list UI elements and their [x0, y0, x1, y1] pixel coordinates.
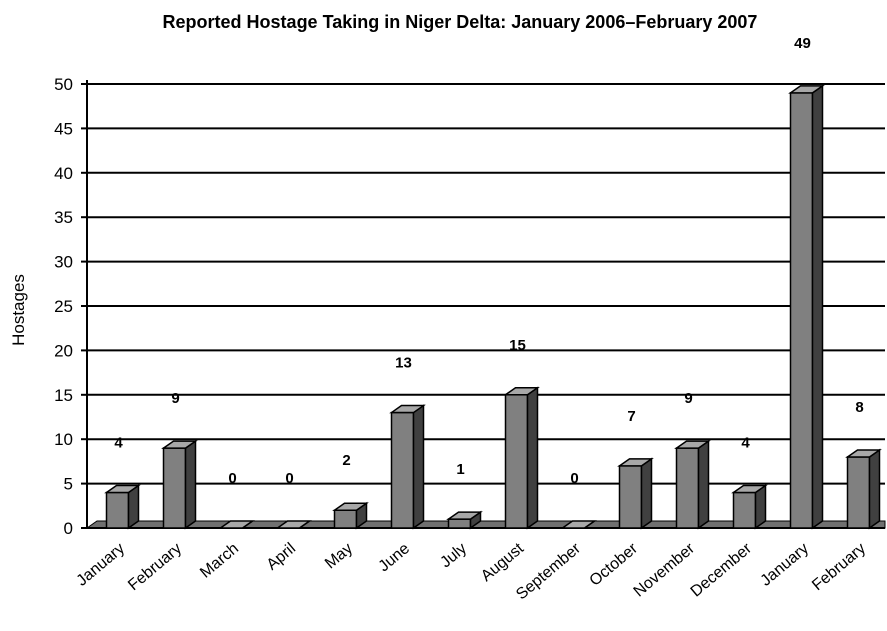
y-tick-label: 15 — [54, 386, 73, 405]
gridlines — [81, 80, 885, 529]
bar-front — [162, 447, 187, 529]
bar-top — [218, 520, 255, 529]
category-label: January — [758, 540, 813, 590]
bar-front — [732, 491, 757, 529]
category-label: August — [478, 540, 528, 585]
bar-4 — [275, 520, 312, 529]
data-label: 49 — [794, 35, 811, 52]
bar-top — [104, 484, 141, 494]
bar-side — [640, 457, 653, 530]
category-label: June — [376, 540, 414, 575]
category-label: November — [631, 540, 699, 601]
y-tick-label: 5 — [64, 475, 73, 494]
category-label: April — [264, 540, 299, 574]
bar-1 — [104, 484, 141, 530]
y-tick-label: 30 — [54, 253, 73, 272]
data-label: 4 — [114, 434, 123, 451]
y-tick-label: 35 — [54, 208, 73, 227]
data-label: 0 — [285, 470, 293, 487]
bar-9 — [560, 520, 597, 529]
bar-14 — [845, 448, 882, 530]
bar-13 — [788, 84, 825, 530]
bar-top — [845, 449, 882, 458]
y-tick-label: 20 — [54, 341, 73, 360]
bar-3 — [218, 520, 255, 529]
category-label: January — [74, 540, 129, 590]
category-label: December — [688, 540, 756, 601]
data-label: 13 — [395, 355, 412, 372]
data-label: 2 — [342, 452, 350, 469]
bar-front — [390, 411, 415, 529]
bar-5 — [332, 501, 369, 530]
bar-front — [675, 447, 700, 529]
category-label: February — [809, 540, 869, 594]
category-label: October — [587, 540, 642, 590]
bar-top — [617, 458, 654, 467]
category-label: July — [437, 540, 470, 571]
bar-top — [446, 511, 483, 520]
data-label: 1 — [456, 461, 464, 478]
data-label: 15 — [509, 337, 526, 354]
bar-top — [674, 440, 711, 449]
bar-front — [333, 509, 358, 529]
bar-side — [811, 84, 824, 530]
bar-top — [389, 404, 426, 414]
y-tick-label: 0 — [64, 519, 73, 538]
data-label: 8 — [855, 399, 863, 416]
category-label: May — [322, 540, 356, 572]
y-tick-label: 45 — [54, 119, 73, 138]
bar-8 — [503, 386, 540, 530]
data-label: 0 — [570, 470, 578, 487]
y-tick-label: 25 — [54, 297, 73, 316]
y-tick-label: 50 — [54, 75, 73, 94]
bar-front — [504, 394, 529, 529]
bar-top — [560, 520, 597, 529]
y-tick-labels: 0 5 10 15 20 25 30 35 40 45 50 — [54, 75, 73, 538]
bar-side — [697, 439, 710, 530]
chart-title: Reported Hostage Taking in Niger Delta: … — [163, 12, 758, 32]
bar-11 — [674, 439, 711, 530]
bar-side — [412, 404, 425, 530]
bar-top — [332, 502, 369, 511]
bar-front — [105, 491, 130, 529]
data-label: 4 — [741, 434, 750, 451]
bar-top — [275, 520, 312, 529]
bar-front — [447, 518, 472, 529]
bar-side — [526, 386, 539, 530]
y-tick-label: 10 — [54, 430, 73, 449]
bar-top — [731, 484, 768, 494]
category-label: February — [125, 540, 185, 594]
category-label: March — [197, 540, 242, 582]
bar-front — [846, 456, 871, 529]
data-label: 0 — [228, 470, 236, 487]
bar-top — [503, 387, 540, 396]
bar-10 — [617, 457, 654, 530]
bar-front — [789, 92, 814, 529]
y-tick-label: 40 — [54, 164, 73, 183]
bar-side — [868, 448, 881, 530]
bar-12 — [731, 484, 768, 530]
bar-2 — [161, 439, 198, 530]
bar-side — [184, 439, 197, 530]
data-label: 9 — [171, 390, 179, 407]
bar-top — [161, 440, 198, 449]
bar-7 — [446, 510, 483, 530]
y-axis-label: Hostages — [9, 274, 28, 346]
data-label: 9 — [684, 390, 692, 407]
bar-6 — [389, 404, 426, 530]
data-label: 7 — [627, 408, 635, 425]
bar-front — [618, 465, 643, 529]
bar-top — [788, 85, 825, 94]
category-label: September — [513, 540, 584, 604]
bars — [104, 84, 882, 530]
